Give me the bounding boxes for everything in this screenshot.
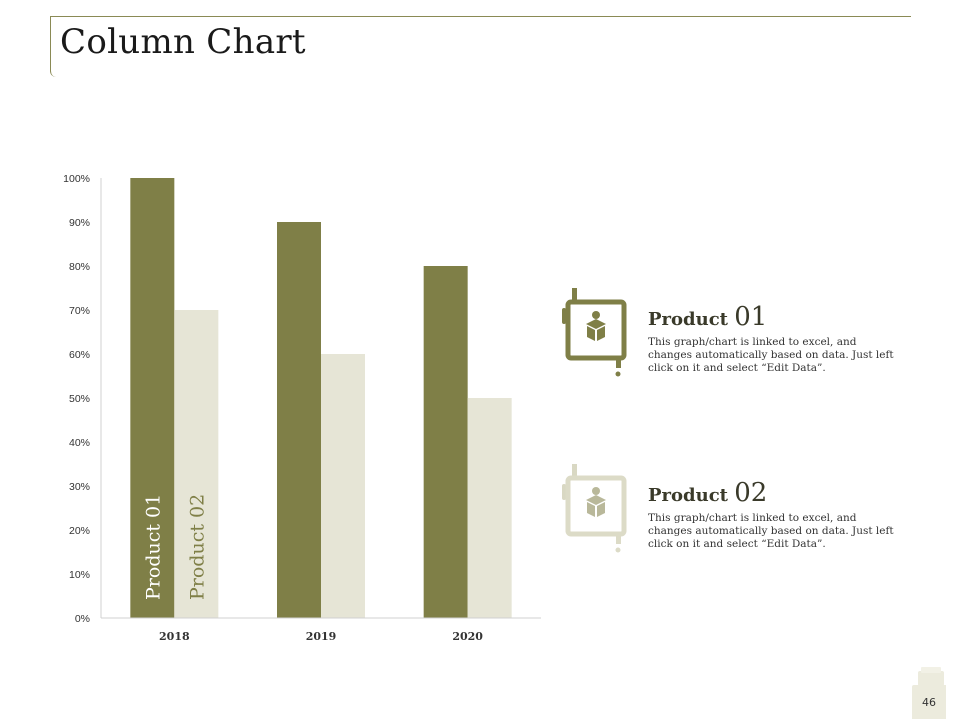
y-tick-label: 20%	[69, 525, 90, 537]
y-tick-label: 60%	[69, 349, 90, 361]
y-tick-label: 50%	[69, 393, 90, 405]
legend-item-product-02: Product 02 This graph/chart is linked to…	[560, 464, 900, 574]
page-number-badge: 46	[912, 685, 946, 719]
y-tick-label: 80%	[69, 261, 90, 273]
legend-title: Product 02	[648, 478, 768, 508]
y-tick-label: 30%	[69, 481, 90, 493]
title-frame	[50, 16, 911, 77]
box-icon	[562, 288, 627, 377]
wallet-icon	[918, 667, 944, 686]
legend-description: This graph/chart is linked to excel, and…	[648, 512, 894, 550]
x-tick-label: 2018	[159, 630, 190, 643]
y-tick-label: 40%	[69, 437, 90, 449]
y-tick-label: 0%	[75, 613, 90, 625]
bar-product-01	[277, 222, 321, 618]
x-tick-label: 2020	[452, 630, 483, 643]
legend-item-product-01: Product 01 This graph/chart is linked to…	[560, 288, 900, 398]
series-label: Product 02	[186, 494, 208, 600]
legend-description: This graph/chart is linked to excel, and…	[648, 336, 894, 374]
bar-product-02	[321, 354, 365, 618]
page-number: 46	[922, 696, 936, 709]
box-icon	[562, 464, 627, 553]
page-title: Column Chart	[60, 22, 306, 62]
bar-product-02	[174, 310, 219, 618]
y-tick-label: 10%	[69, 569, 90, 581]
x-tick-label: 2019	[306, 630, 337, 643]
y-tick-label: 70%	[69, 305, 90, 317]
legend-title: Product 01	[648, 302, 768, 332]
bar-product-01	[423, 266, 468, 618]
bar-product-01	[130, 178, 175, 618]
bar-product-02	[467, 398, 512, 618]
y-tick-label: 100%	[63, 173, 90, 185]
series-label: Product 01	[142, 494, 164, 600]
y-tick-label: 90%	[69, 217, 90, 229]
